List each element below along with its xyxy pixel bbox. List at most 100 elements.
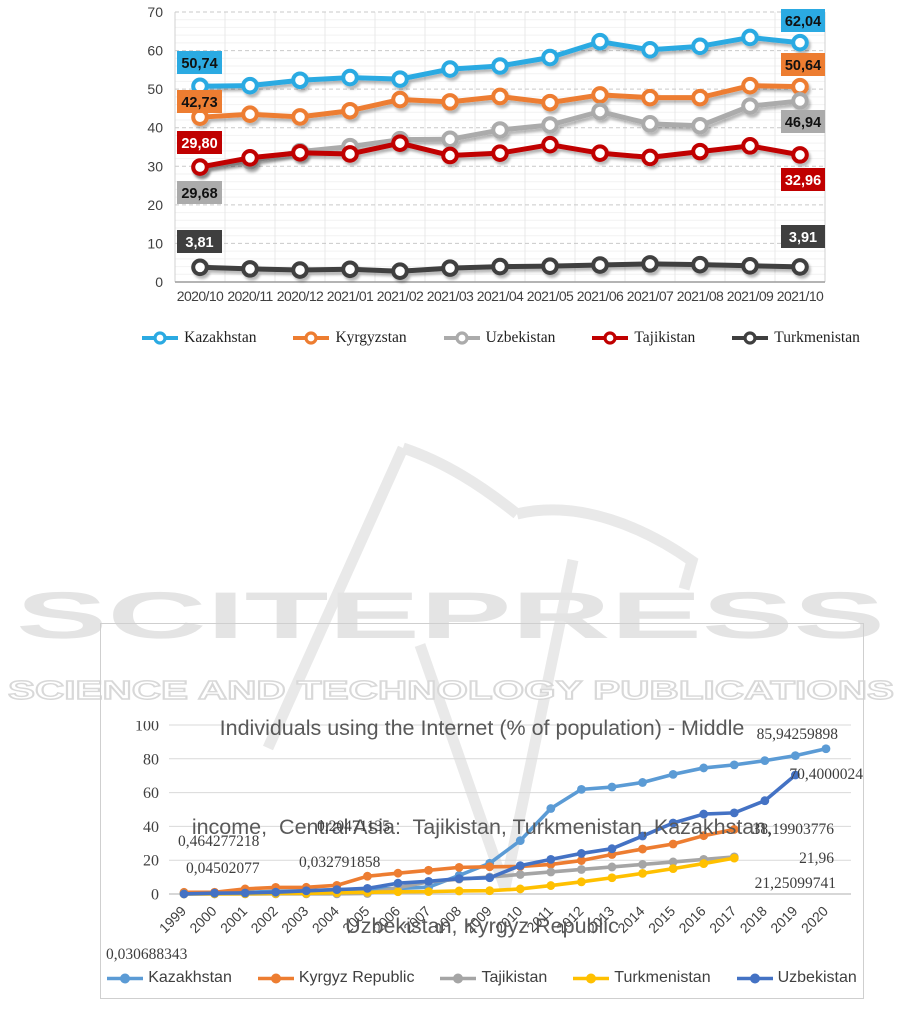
legend-item-uzbekistan: Uzbekistan — [736, 969, 857, 987]
svg-text:50,64: 50,64 — [785, 58, 821, 74]
legend-item-turkmenistan: Turkmenistan — [573, 969, 711, 987]
legend-marker-icon — [443, 331, 480, 345]
data-callout: 21,25099741 — [754, 875, 836, 892]
svg-text:2021/03: 2021/03 — [427, 288, 474, 304]
legend-label: Kyrgyz Republic — [298, 969, 415, 986]
legend-item-uzbekistan: Uzbekistan — [443, 329, 556, 347]
svg-text:20: 20 — [143, 853, 159, 870]
figure1-monthly-chart: 0 10 20 30 40 50 60 70 2020/10 2020/11 2020/12 2021… — [0, 0, 901, 360]
legend-item-tajikistan: Tajikistan — [591, 329, 695, 347]
legend-marker-icon — [257, 973, 294, 983]
figure2-internet-chart: 0 20 40 60 80 100 1999 2000 2001 2002 2003 2004 2005… — [100, 623, 864, 999]
data-callout: 70,4000024 — [789, 766, 863, 783]
series-line-uzbekistan — [191, 92, 809, 177]
data-callout: 0,032791858 — [299, 854, 381, 871]
legend-label: Uzbekistan — [777, 969, 857, 986]
svg-text:2021/09: 2021/09 — [727, 288, 774, 304]
series-line-uzbekistan — [179, 770, 800, 899]
series-line-kyrgyzstan — [191, 76, 809, 126]
legend-label: Kazakhstan — [184, 329, 257, 346]
legend-marker-icon — [142, 331, 179, 345]
legend-item-kyrgyz-republic: Kyrgyz Republic — [257, 969, 415, 987]
legend-item-kazakhstan: Kazakhstan — [141, 329, 256, 347]
data-callout: 0,20471135 — [317, 818, 391, 835]
svg-text:3,81: 3,81 — [185, 235, 213, 251]
data-callout: 38,19903776 — [752, 821, 834, 838]
legend-item-turkmenistan: Turkmenistan — [731, 329, 860, 347]
figure2-title-line1: Individuals using the Internet (% of pop… — [219, 716, 745, 740]
series-line-kazakhstan — [191, 28, 809, 96]
svg-text:20: 20 — [147, 197, 163, 213]
svg-text:60: 60 — [143, 785, 159, 802]
legend-marker-icon — [732, 331, 769, 345]
legend-label: Turkmenistan — [774, 329, 860, 346]
legend-marker-icon — [592, 331, 629, 345]
svg-text:50,74: 50,74 — [181, 56, 217, 72]
series-line-tajikistan — [191, 134, 809, 176]
scitepress-logo-text: SCITEPRESS — [16, 578, 885, 652]
legend-marker-icon — [736, 973, 773, 983]
svg-text:2021/08: 2021/08 — [677, 288, 724, 304]
legend-label: Tajikistan — [634, 329, 696, 346]
figure1-legend: Kazakhstan Kyrgyzstan Uzbekistan Tajikistan… — [0, 329, 901, 347]
figure2-title-line2: income, Central Asia: Tajikistan, Turkme… — [191, 815, 773, 839]
svg-text:46,94: 46,94 — [785, 115, 821, 131]
svg-text:60: 60 — [147, 43, 163, 59]
svg-text:80: 80 — [143, 751, 159, 768]
figure1-data-labels: 50,74 42,73 29,80 29,68 3,81 62,04 50,64 46,94 3… — [177, 9, 825, 253]
legend-item-kazakhstan: Kazakhstan — [107, 969, 232, 987]
svg-text:70: 70 — [147, 4, 163, 20]
legend-marker-icon — [440, 973, 477, 983]
svg-text:2020/12: 2020/12 — [277, 288, 324, 304]
svg-text:2021/07: 2021/07 — [627, 288, 674, 304]
svg-text:2020/10: 2020/10 — [177, 288, 224, 304]
data-callout: 85,94259898 — [756, 726, 838, 743]
svg-text:2021/06: 2021/06 — [577, 288, 624, 304]
svg-text:29,68: 29,68 — [181, 186, 217, 202]
svg-text:30: 30 — [147, 158, 163, 174]
svg-text:100: 100 — [135, 721, 159, 735]
svg-text:2020/11: 2020/11 — [227, 288, 273, 304]
svg-text:50: 50 — [147, 81, 163, 97]
data-callout: 0,04502077 — [186, 860, 260, 877]
data-callout: 21,96 — [799, 850, 834, 867]
legend-label: Uzbekistan — [485, 329, 556, 346]
svg-text:3,91: 3,91 — [789, 230, 817, 246]
svg-text:40: 40 — [143, 819, 159, 836]
legend-label: Turkmenistan — [614, 969, 711, 986]
svg-text:2021/10: 2021/10 — [777, 288, 824, 304]
legend-item-tajikistan: Tajikistan — [440, 969, 547, 987]
data-callout: 0,030688343 — [106, 946, 188, 963]
svg-text:2021/05: 2021/05 — [527, 288, 574, 304]
figure2-legend: Kazakhstan Kyrgyz Republic Tajikistan Turkm… — [101, 969, 863, 987]
figure2-title-line3: Uzbekistan, Kyrgyz Republic — [345, 914, 619, 938]
svg-text:0: 0 — [155, 274, 163, 290]
legend-label: Kyrgyzstan — [335, 329, 407, 346]
legend-label: Kazakhstan — [148, 969, 232, 986]
open-book-icon — [262, 442, 699, 890]
svg-text:62,04: 62,04 — [785, 14, 821, 30]
svg-text:32,96: 32,96 — [785, 173, 821, 189]
legend-marker-icon — [573, 973, 610, 983]
svg-text:2021/02: 2021/02 — [377, 288, 424, 304]
legend-label: Tajikistan — [481, 969, 548, 986]
data-callout: 0,464277218 — [178, 833, 260, 850]
svg-text:0: 0 — [151, 887, 159, 904]
svg-text:29,80: 29,80 — [181, 136, 217, 152]
figure2-plot: 0204060801001999200020012002200320042005… — [135, 721, 851, 936]
svg-text:2021/04: 2021/04 — [477, 288, 524, 304]
legend-marker-icon — [107, 973, 144, 983]
scitepress-tagline-text: SCIENCE AND TECHNOLOGY PUBLICATIONS — [8, 675, 894, 705]
figure2-title: Individuals using the Internet (% of pop… — [101, 646, 863, 1009]
series-line-turkmenistan — [191, 255, 809, 281]
svg-text:2021/01: 2021/01 — [327, 288, 374, 304]
svg-text:10: 10 — [147, 235, 163, 251]
legend-marker-icon — [293, 331, 330, 345]
svg-text:40: 40 — [147, 120, 163, 136]
svg-text:42,73: 42,73 — [181, 95, 217, 111]
legend-item-kyrgyzstan: Kyrgyzstan — [292, 329, 407, 347]
